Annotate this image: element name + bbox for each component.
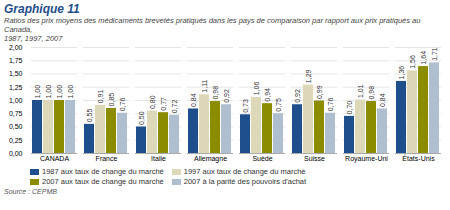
svg-text:1,00: 1,00 bbox=[9, 97, 23, 104]
svg-text:CANADA: CANADA bbox=[40, 155, 70, 162]
svg-text:2,00: 2,00 bbox=[9, 44, 23, 51]
svg-text:0,75: 0,75 bbox=[9, 110, 23, 117]
svg-text:0,92: 0,92 bbox=[223, 89, 230, 103]
svg-text:0,84: 0,84 bbox=[379, 93, 386, 107]
svg-text:1,00: 1,00 bbox=[45, 85, 52, 99]
svg-text:1,00: 1,00 bbox=[67, 85, 74, 99]
svg-text:0,92: 0,92 bbox=[294, 89, 301, 103]
svg-text:0,50: 0,50 bbox=[9, 123, 23, 130]
svg-text:1,71: 1,71 bbox=[431, 47, 438, 61]
svg-text:Royaume-Uni: Royaume-Uni bbox=[345, 155, 388, 163]
svg-text:1,50: 1,50 bbox=[9, 70, 23, 77]
svg-text:Suisse: Suisse bbox=[304, 155, 325, 162]
svg-text:1,00: 1,00 bbox=[34, 85, 41, 99]
html-text:Ratios des prix moyens des méd: Ratios des prix moyens des médicaments b… bbox=[4, 16, 421, 34]
svg-text:0,77: 0,77 bbox=[160, 97, 167, 111]
svg-text:0,70: 0,70 bbox=[346, 101, 353, 115]
svg-text:États-Unis: États-Unis bbox=[402, 154, 435, 162]
svg-text:0,25: 0,25 bbox=[9, 136, 23, 143]
svg-text:0,80: 0,80 bbox=[149, 95, 156, 109]
html-text:2007 à la parité des pouvoirs: 2007 à la parité des pouvoirs d'achat bbox=[183, 177, 307, 186]
svg-text:0,50: 0,50 bbox=[138, 111, 145, 125]
svg-text:0,00: 0,00 bbox=[9, 150, 23, 157]
svg-text:1,06: 1,06 bbox=[253, 82, 260, 96]
svg-text:0,55: 0,55 bbox=[86, 109, 93, 123]
svg-text:0,91: 0,91 bbox=[97, 90, 104, 104]
svg-text:1,36: 1,36 bbox=[398, 66, 405, 80]
svg-text:1,56: 1,56 bbox=[409, 55, 416, 69]
svg-text:0,76: 0,76 bbox=[119, 97, 126, 111]
svg-text:1,25: 1,25 bbox=[9, 83, 23, 90]
html-text:2007 aux taux de change du mar: 2007 aux taux de change du marché bbox=[42, 177, 164, 186]
svg-text:1,64: 1,64 bbox=[420, 51, 427, 65]
svg-text:1,01: 1,01 bbox=[357, 84, 364, 98]
svg-text:1,00: 1,00 bbox=[56, 85, 63, 99]
html-text:Source : CEPMB: Source : CEPMB bbox=[4, 188, 57, 195]
svg-text:Allemagne: Allemagne bbox=[194, 155, 227, 163]
svg-text:0,94: 0,94 bbox=[264, 88, 271, 102]
svg-text:0,98: 0,98 bbox=[212, 86, 219, 100]
html-text:1987 aux taux de change du mar: 1987 aux taux de change du marché bbox=[42, 167, 164, 176]
svg-text:0,99: 0,99 bbox=[316, 85, 323, 99]
svg-text:0,76: 0,76 bbox=[327, 97, 334, 111]
html-text:Graphique 11: Graphique 11 bbox=[4, 2, 80, 16]
svg-text:0,98: 0,98 bbox=[368, 86, 375, 100]
svg-text:Italie: Italie bbox=[151, 155, 166, 162]
svg-text:0,85: 0,85 bbox=[108, 93, 115, 107]
svg-text:1,29: 1,29 bbox=[305, 69, 312, 83]
svg-text:0,84: 0,84 bbox=[190, 93, 197, 107]
html-text:1987, 1997, 2007: 1987, 1997, 2007 bbox=[4, 34, 63, 43]
svg-text:0,73: 0,73 bbox=[242, 99, 249, 113]
svg-text:1,11: 1,11 bbox=[201, 79, 208, 92]
svg-text:France: France bbox=[96, 155, 118, 162]
svg-text:0,72: 0,72 bbox=[171, 100, 178, 114]
html-text:1997 aux taux de change du mar: 1997 aux taux de change du marché bbox=[183, 167, 306, 176]
svg-text:Suède: Suède bbox=[252, 155, 272, 162]
svg-text:0,75: 0,75 bbox=[275, 98, 282, 112]
svg-text:1,75: 1,75 bbox=[9, 57, 23, 64]
